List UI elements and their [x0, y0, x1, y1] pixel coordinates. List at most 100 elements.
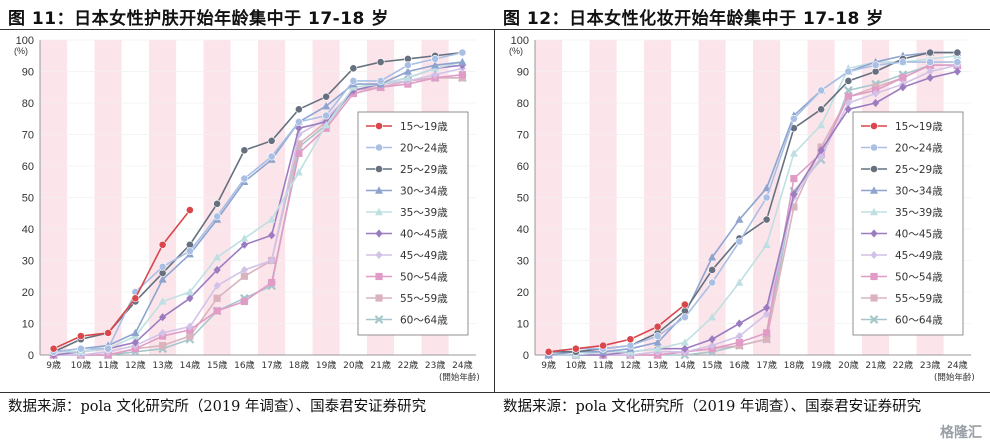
panel-divider — [494, 30, 495, 392]
figure-11-panel: 图 11：日本女性护肤开始年龄集中于 17-18 岁 0 10 20 30 40 50 60… — [0, 9, 495, 415]
legend-label: 45～49歳 — [400, 250, 448, 262]
top-rule — [495, 29, 990, 30]
data-point — [899, 74, 907, 82]
data-point — [186, 294, 194, 303]
data-point — [131, 328, 140, 337]
data-point — [953, 48, 962, 57]
data-point — [294, 105, 303, 114]
data-point — [458, 48, 467, 57]
legend-label: 20～24歳 — [895, 143, 943, 155]
data-point — [953, 58, 962, 66]
data-point — [213, 281, 221, 290]
legend-marker — [870, 143, 878, 152]
data-point — [376, 58, 385, 66]
data-point — [76, 344, 85, 353]
legend-label: 50～54歳 — [895, 272, 943, 284]
data-point — [653, 338, 662, 346]
legend-marker — [870, 229, 878, 238]
data-point — [843, 86, 853, 95]
legend-marker — [375, 207, 383, 216]
x-tick-label: 19歳 — [316, 359, 336, 371]
legend-marker — [870, 250, 878, 260]
series-5 — [544, 51, 962, 359]
data-point — [653, 322, 662, 331]
data-point — [322, 120, 331, 129]
y-tick-label: 80 — [22, 98, 34, 110]
data-point — [763, 329, 771, 337]
legend-item: 45～49歳 — [861, 250, 943, 262]
x-tick-label: 16歳 — [729, 359, 749, 371]
legend-marker — [375, 294, 383, 302]
legend-label: 35～39歳 — [400, 207, 448, 219]
data-point — [185, 247, 194, 255]
series-6 — [545, 67, 961, 360]
data-point — [599, 341, 608, 350]
data-point — [267, 136, 276, 145]
series-line — [548, 61, 958, 353]
x-tick-label: 22歳 — [398, 359, 418, 371]
legend-label: 45～49歳 — [895, 250, 943, 262]
data-point — [844, 93, 852, 101]
legend-label: 35～39歳 — [895, 207, 943, 219]
data-point — [898, 58, 907, 66]
legend-marker — [375, 186, 383, 194]
legend-item: 35～39歳 — [366, 207, 448, 219]
legend-item: 50～54歳 — [366, 272, 448, 284]
top-rule — [0, 29, 495, 30]
data-point — [872, 98, 880, 108]
figure-title: 图 12：日本女性化妆开始年龄集中于 17-18 岁 — [503, 9, 884, 29]
data-point — [735, 332, 743, 341]
bottom-rule — [0, 392, 495, 393]
y-tick-label: 20 — [517, 287, 529, 299]
data-point — [49, 344, 58, 353]
x-tick-label: 23歳 — [425, 359, 445, 371]
data-point — [294, 118, 303, 126]
data-point — [653, 332, 662, 340]
data-point — [431, 70, 439, 79]
y-unit-label: (%) — [509, 46, 523, 56]
y-tick-label: 90 — [22, 67, 34, 79]
data-point — [158, 297, 167, 305]
data-point — [789, 149, 798, 157]
x-tick-label: 20歳 — [838, 359, 858, 371]
data-point — [899, 83, 907, 92]
data-point — [626, 335, 635, 344]
y-tick-label: 100 — [16, 35, 34, 47]
legend-label: 40～45歳 — [400, 229, 448, 241]
y-tick-label: 20 — [22, 287, 34, 299]
data-point — [872, 89, 880, 98]
legend-label: 25～29歳 — [400, 164, 448, 176]
series-line — [53, 61, 463, 353]
data-point — [735, 319, 743, 328]
x-tick-label: 19歳 — [811, 359, 831, 371]
y-tick-label: 60 — [517, 161, 529, 173]
data-point — [844, 105, 852, 114]
x-tick-label: 9歳 — [46, 359, 61, 371]
x-tick-label: 14歳 — [675, 359, 695, 371]
y-tick-label: 60 — [22, 161, 34, 173]
y-tick-label: 50 — [22, 193, 34, 205]
series-1 — [49, 206, 194, 353]
series-line — [53, 61, 463, 353]
data-point — [322, 92, 331, 101]
x-tick-label: 16歳 — [234, 359, 254, 371]
data-point — [431, 61, 440, 69]
y-tick-label: 80 — [517, 98, 529, 110]
series-line — [53, 67, 463, 356]
x-tick-label: 10歳 — [566, 359, 586, 371]
data-point — [213, 199, 222, 208]
legend-marker — [870, 294, 878, 302]
data-point — [213, 253, 222, 261]
data-point — [240, 240, 248, 249]
data-point — [185, 206, 194, 214]
y-tick-label: 0 — [28, 350, 34, 362]
series-line — [53, 209, 191, 350]
data-point — [322, 111, 331, 120]
legend-marker — [870, 165, 878, 173]
data-point — [268, 256, 276, 265]
data-point — [544, 347, 553, 356]
data-point — [213, 294, 221, 302]
data-point — [708, 335, 716, 344]
legend-item: 50～54歳 — [861, 272, 943, 284]
watermark-logo: 格隆汇 — [940, 424, 982, 440]
